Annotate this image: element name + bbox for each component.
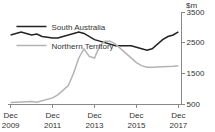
svg-text:Dec2011: Dec2011 [44,111,62,130]
svg-text:Dec2009: Dec2009 [2,111,20,130]
svg-text:2500: 2500 [187,38,205,47]
svg-text:Dec2017: Dec2017 [169,111,187,130]
svg-text:Dec2015: Dec2015 [128,111,146,130]
svg-text:1500: 1500 [187,69,205,78]
svg-text:500: 500 [187,100,201,109]
svg-text:$m: $m [186,1,197,10]
svg-text:3500: 3500 [187,8,205,17]
svg-text:Dec2013: Dec2013 [86,111,104,130]
svg-text:Northern Territory: Northern Territory [51,42,113,51]
svg-text:South Australia: South Australia [51,23,105,32]
